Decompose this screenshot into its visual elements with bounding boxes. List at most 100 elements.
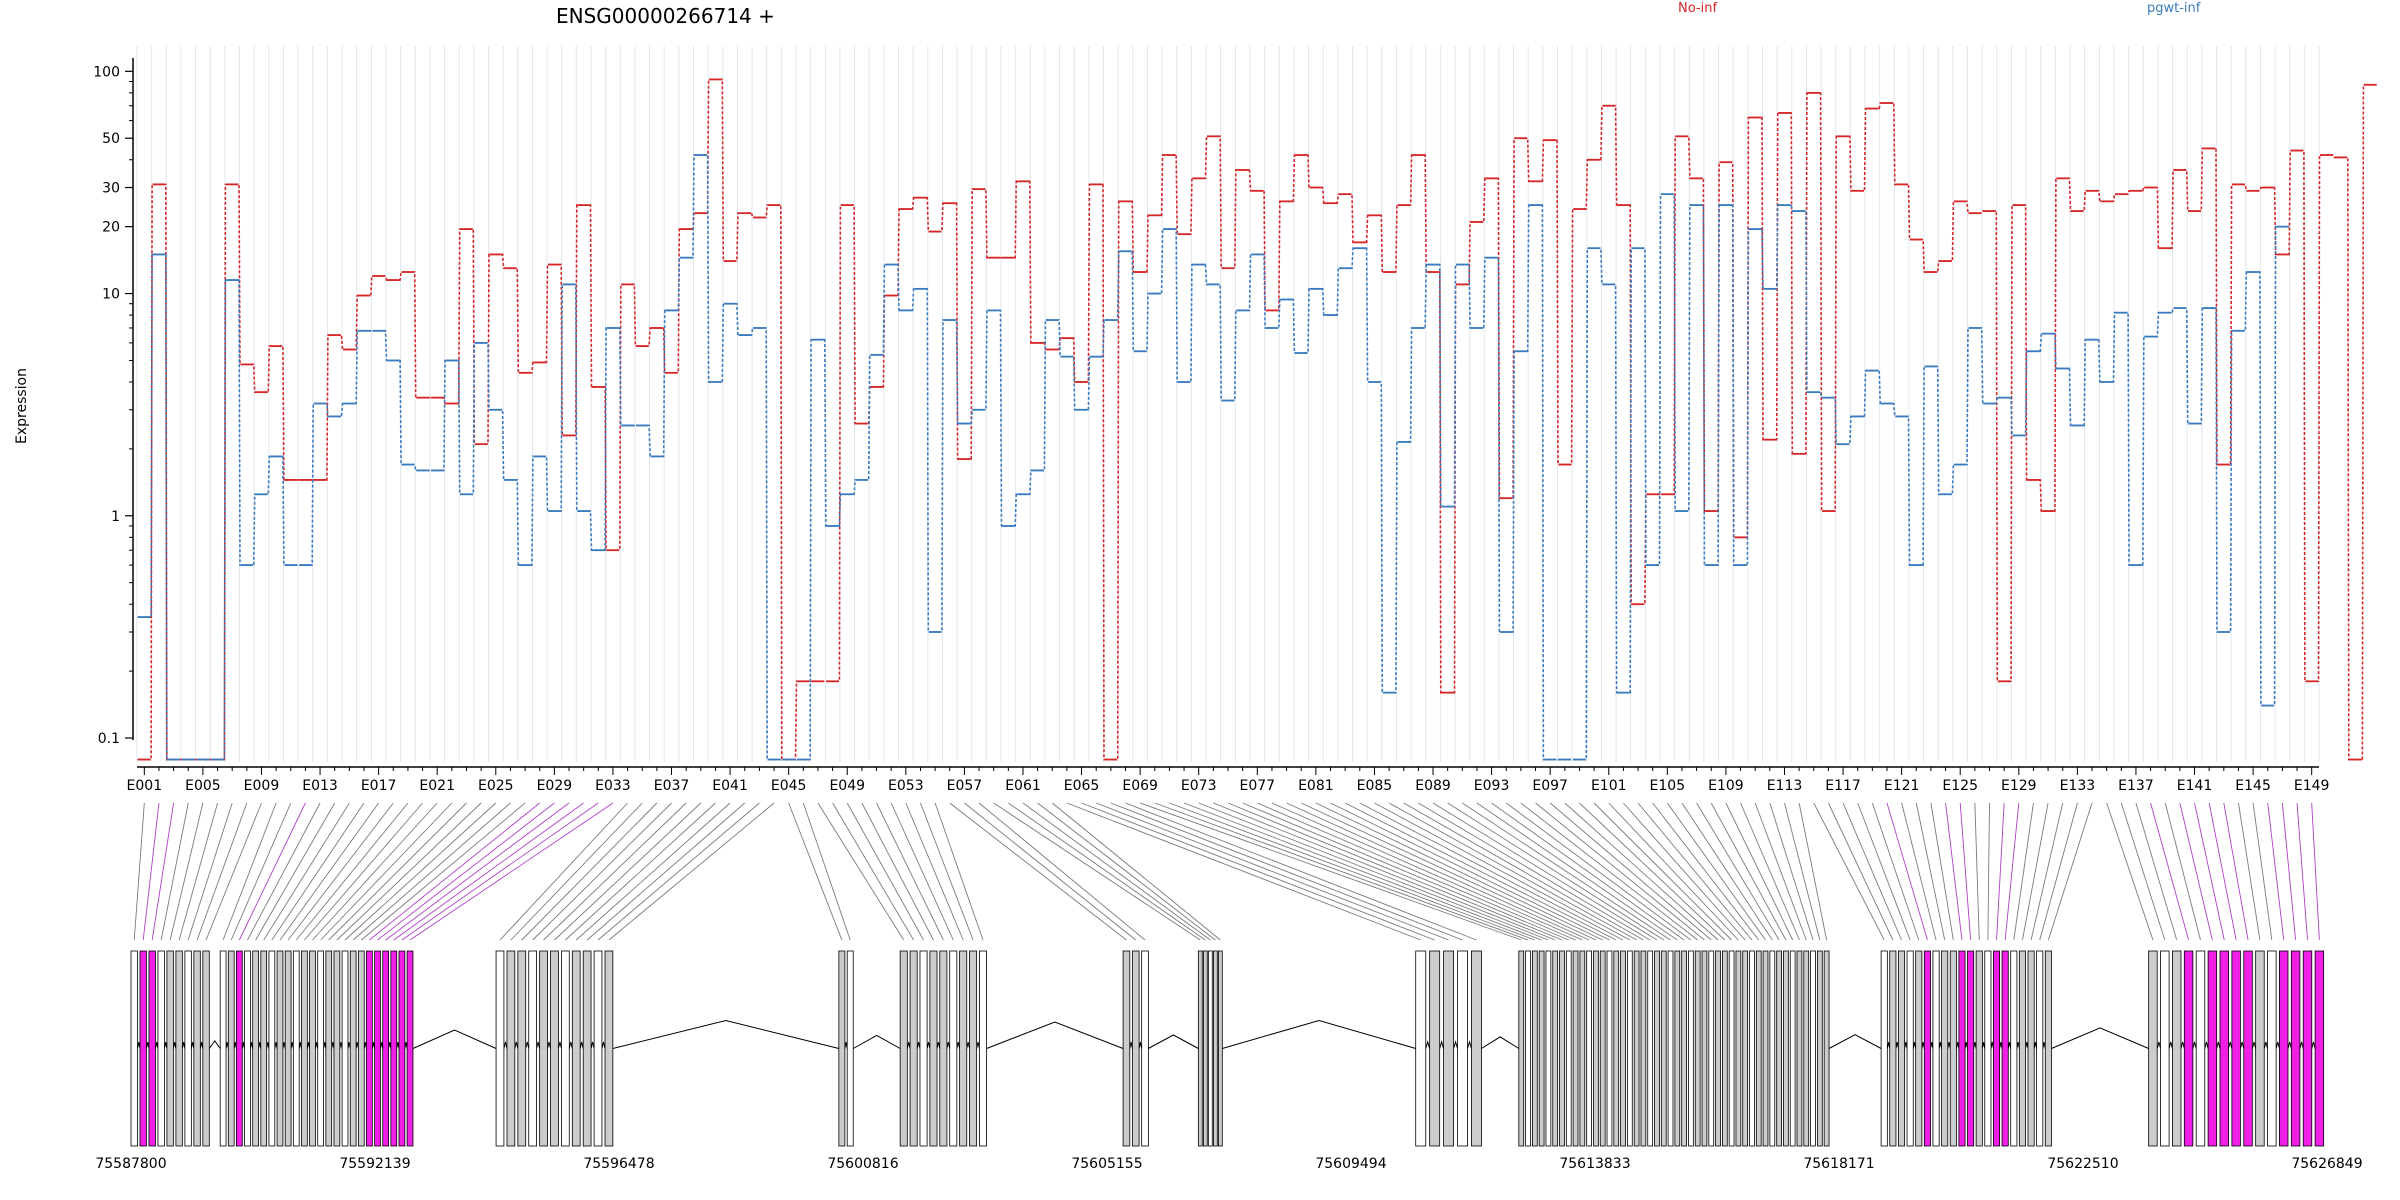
exon-box [2243, 950, 2253, 1147]
exon-box [2018, 950, 2026, 1147]
exon-box [1518, 950, 1525, 1147]
exon-connector [2039, 802, 2078, 941]
exon-connector [2208, 802, 2237, 941]
intron-line [1129, 1042, 1133, 1049]
exon-connector [238, 802, 306, 941]
exon-box [227, 950, 235, 1147]
exon-connector [586, 802, 746, 941]
intron-line [412, 1029, 497, 1049]
exon-box [1941, 950, 1949, 1147]
exon-box [1538, 950, 1545, 1147]
exon-box [148, 950, 156, 1147]
exon-box [846, 950, 854, 1147]
x-tick-label: E041 [712, 778, 748, 794]
exon-box [252, 950, 259, 1147]
exon-connector [336, 802, 482, 941]
x-tick-label: E061 [1005, 778, 1041, 794]
intron-line [2216, 1041, 2221, 1049]
exon-connector [1915, 802, 1946, 941]
intron-line [2275, 1041, 2280, 1049]
intron-line [590, 1041, 595, 1049]
exon-connector [393, 802, 584, 941]
exon-connector [817, 802, 905, 941]
exon-box [2314, 950, 2325, 1147]
genomic-coordinate-label: 75587800 [95, 1156, 166, 1172]
exon-box [2290, 950, 2301, 1147]
exon-connector [608, 802, 775, 941]
intron-line [1912, 1042, 1917, 1049]
exon-connector [554, 802, 702, 941]
exon-box [1715, 950, 1721, 1147]
exon-connector [205, 802, 262, 941]
exon-box [1218, 950, 1223, 1147]
exon-connector [279, 802, 379, 941]
intron-line [852, 1034, 901, 1049]
x-tick-label: E141 [2177, 778, 2213, 794]
exon-connector [1945, 802, 1963, 941]
exon-box [202, 950, 210, 1147]
intron-line [1222, 1019, 1416, 1049]
exon-connector [196, 802, 248, 941]
exon-box [2231, 950, 2241, 1147]
exon-connector [1462, 802, 1671, 941]
exon-connector [2106, 802, 2154, 941]
exon-connector [993, 802, 1201, 941]
exon-connector [2022, 802, 2049, 941]
exon-connector [1696, 802, 1780, 941]
intron-line [1138, 1042, 1143, 1049]
intron-line [2042, 1042, 2046, 1049]
exon-connector [1520, 802, 1698, 941]
exon-box [1565, 950, 1572, 1147]
intron-line [536, 1041, 541, 1049]
intron-line [2016, 1042, 2020, 1049]
exon-connector [312, 802, 438, 941]
exon-box [1593, 950, 1599, 1147]
exon-connector [802, 802, 851, 941]
exon-box [1613, 950, 1620, 1147]
exon-box [2183, 950, 2194, 1147]
x-tick-label: E057 [947, 778, 983, 794]
exon-box [130, 950, 138, 1147]
intron-line [1947, 1042, 1951, 1049]
x-tick-label: E105 [1650, 778, 1686, 794]
exon-box [390, 950, 398, 1147]
exon-box [1457, 950, 1468, 1147]
exon-box [317, 950, 324, 1147]
exon-box [1776, 950, 1782, 1147]
exon-box [1932, 950, 1940, 1147]
exon-box [899, 950, 908, 1147]
intron-line [2180, 1041, 2185, 1049]
genomic-coordinate-label: 75622510 [2047, 1156, 2118, 1172]
exon-connector [2311, 802, 2320, 941]
exon-box [1889, 950, 1897, 1147]
intron-line [2228, 1041, 2233, 1049]
exon-connector [2267, 802, 2285, 941]
exon-box [1975, 950, 1983, 1147]
x-tick-label: E093 [1474, 778, 1510, 794]
exon-connector [1008, 802, 1206, 941]
genomic-coordinate-label: 75596478 [583, 1156, 654, 1172]
x-tick-label: E133 [2060, 778, 2096, 794]
x-tick-label: E109 [1708, 778, 1744, 794]
exon-connector [133, 802, 145, 941]
exon-connector [1996, 802, 2005, 941]
exon-box [1915, 950, 1923, 1147]
x-tick-label: E121 [1884, 778, 1920, 794]
intron-line [2263, 1041, 2269, 1049]
exon-box [1122, 950, 1131, 1147]
intron-line [145, 1042, 150, 1049]
intron-line [1148, 1034, 1199, 1049]
exon-box [2044, 950, 2052, 1147]
exon-box [1694, 950, 1701, 1147]
intron-line [1895, 1042, 1899, 1049]
exon-box [2267, 950, 2277, 1147]
exon-connector [1652, 802, 1760, 941]
intron-line [2168, 1041, 2173, 1049]
exon-connector [271, 802, 365, 941]
exon-connector [890, 802, 954, 941]
exon-connector [151, 802, 175, 941]
exon-box [1131, 950, 1140, 1147]
intron-line [2299, 1041, 2304, 1049]
exon-connector [1593, 802, 1732, 941]
intron-line [906, 1041, 911, 1049]
